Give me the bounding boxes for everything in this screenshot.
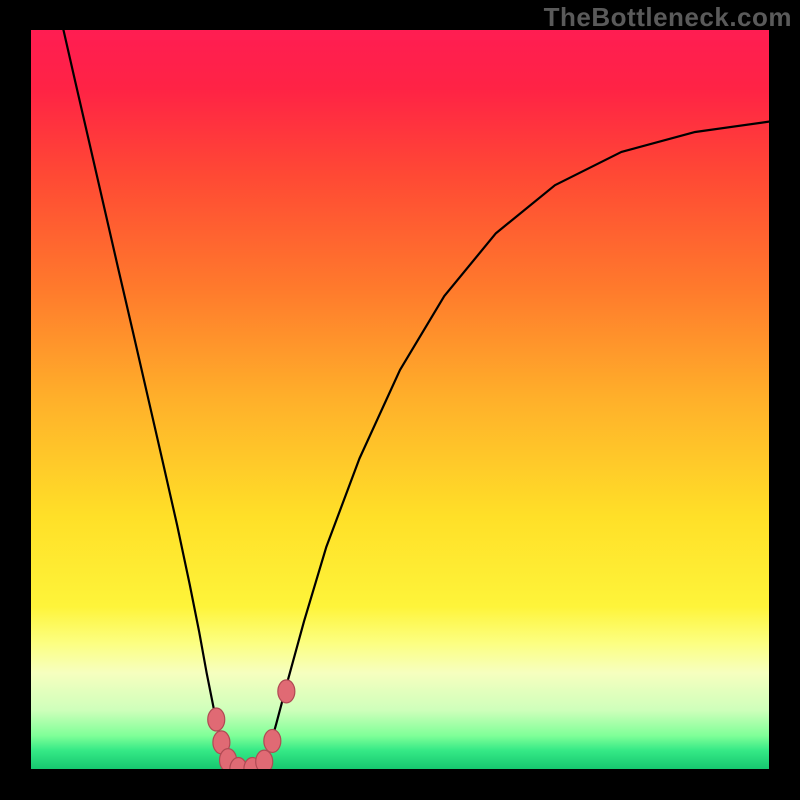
bottleneck-chart [31,30,769,769]
marker-point [278,680,295,703]
marker-point [208,708,225,731]
marker-point [256,750,273,769]
watermark-text: TheBottleneck.com [544,2,792,33]
marker-point [264,729,281,752]
